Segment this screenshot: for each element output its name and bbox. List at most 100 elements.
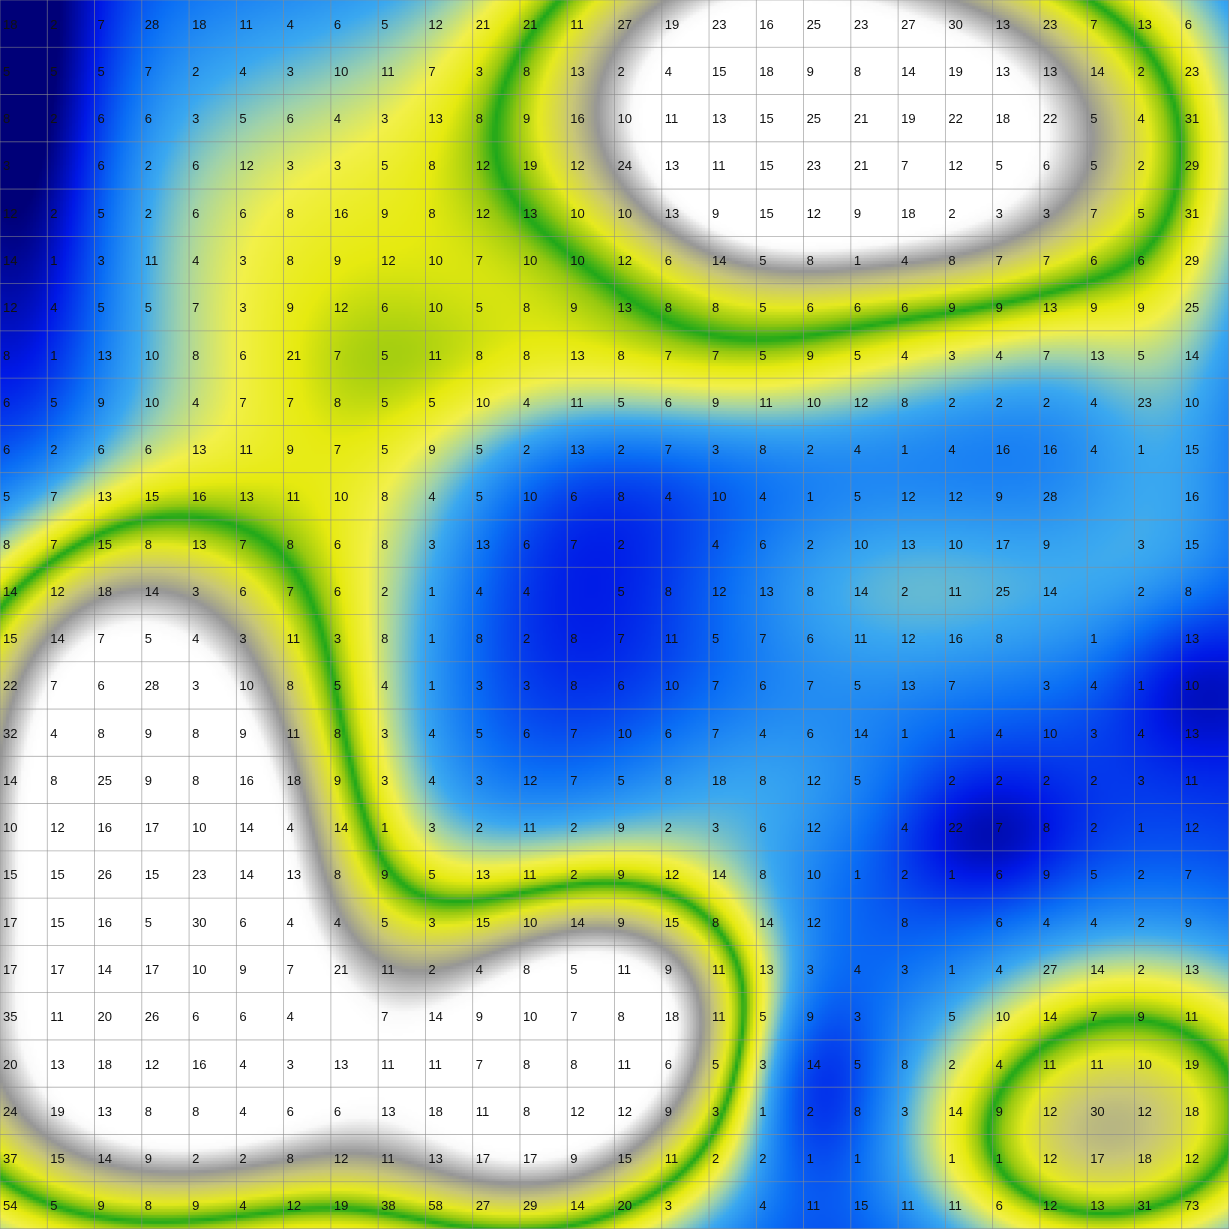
cell-value: 3 — [428, 536, 436, 552]
cell-value: 11 — [381, 63, 395, 79]
cell-value: 16 — [97, 820, 112, 836]
cell-value: 18 — [192, 16, 207, 32]
cell-value: 4 — [664, 63, 672, 79]
cell-value: 11 — [1184, 772, 1199, 788]
cell-value: 11 — [428, 347, 442, 363]
cell-value: 18 — [3, 16, 18, 32]
cell-value: 17 — [144, 962, 160, 978]
cell-value: 23 — [1184, 63, 1200, 79]
cell-value: 4 — [239, 1103, 247, 1119]
cell-value: 16 — [948, 631, 963, 647]
cell-value: 30 — [1090, 1103, 1105, 1119]
cell-value: 13 — [1090, 347, 1105, 363]
cell-value: 14 — [570, 1198, 585, 1214]
cell-value: 11 — [475, 1103, 490, 1119]
cell-value: 23 — [192, 867, 207, 883]
cell-value: 4 — [522, 583, 531, 599]
cell-value: 5 — [475, 489, 483, 505]
cell-value: 9 — [286, 300, 294, 316]
cell-value: 17 — [3, 914, 18, 930]
cell-value: 3 — [853, 1009, 862, 1025]
cell-value: 4 — [1090, 394, 1098, 410]
cell-value: 23 — [806, 158, 822, 174]
cell-value: 4 — [50, 300, 58, 316]
cell-value: 8 — [428, 205, 436, 221]
cell-value: 6 — [853, 300, 862, 316]
cell-value: 3 — [381, 725, 389, 741]
cell-value: 5 — [239, 111, 247, 127]
cell-value: 8 — [806, 583, 814, 599]
cell-value: 18 — [97, 1056, 112, 1072]
cell-value: 8 — [286, 1151, 294, 1167]
cell-value: 8 — [617, 347, 625, 363]
cell-value: 11 — [948, 583, 962, 599]
cell-value: 21 — [286, 347, 302, 363]
cell-value: 2 — [1137, 583, 1145, 599]
cell-value: 23 — [853, 16, 869, 32]
cell-value: 10 — [3, 820, 18, 836]
cell-value: 13 — [995, 16, 1011, 32]
cell-value: 8 — [712, 300, 720, 316]
cell-value: 6 — [617, 678, 625, 694]
cell-value: 10 — [1184, 678, 1200, 694]
cell-value: 16 — [239, 772, 254, 788]
cell-value: 6 — [1090, 252, 1098, 268]
cell-value: 12 — [381, 252, 396, 268]
cell-value: 16 — [759, 16, 774, 32]
cell-value: 8 — [3, 111, 11, 127]
cell-value: 12 — [617, 252, 632, 268]
cell-value: 18 — [428, 1103, 443, 1119]
cell-value: 4 — [428, 489, 436, 505]
cell-value: 18 — [1137, 1151, 1152, 1167]
cell-value: 10 — [192, 820, 207, 836]
cell-value: 7 — [806, 678, 814, 694]
cell-value: 15 — [1184, 536, 1200, 552]
cell-value: 2 — [948, 394, 956, 410]
cell-value: 19 — [1184, 1056, 1200, 1072]
cell-value: 11 — [144, 252, 159, 268]
cell-value: 11 — [570, 16, 584, 32]
cell-value: 19 — [948, 63, 963, 79]
cell-value: 4 — [995, 962, 1003, 978]
cell-value: 2 — [428, 962, 436, 978]
cell-value: 5 — [381, 394, 389, 410]
cell-value: 18 — [664, 1009, 680, 1025]
cell-value: 54 — [3, 1198, 18, 1214]
cell-value: 16 — [97, 914, 112, 930]
cell-value: 2 — [239, 1151, 247, 1167]
cell-value: 7 — [286, 962, 294, 978]
cell-value: 27 — [901, 16, 916, 32]
cell-value: 5 — [759, 300, 767, 316]
cell-value: 8 — [1184, 583, 1192, 599]
cell-value: 12 — [617, 1103, 632, 1119]
cell-value: 4 — [759, 1198, 767, 1214]
cell-value: 12 — [286, 1198, 302, 1214]
cell-value: 29 — [1184, 252, 1200, 268]
cell-value: 11 — [381, 1151, 395, 1167]
cell-value: 9 — [712, 205, 720, 221]
cell-value: 6 — [522, 536, 531, 552]
cell-value: 8 — [3, 536, 11, 552]
cell-value: 11 — [50, 1009, 64, 1025]
cell-value: 6 — [664, 252, 672, 268]
cell-value: 8 — [570, 631, 578, 647]
cell-value: 3 — [428, 820, 436, 836]
cell-value: 6 — [333, 1103, 342, 1119]
cell-value: 4 — [995, 725, 1003, 741]
cell-value: 13 — [664, 158, 680, 174]
cell-value: 17 — [1090, 1151, 1105, 1167]
cell-value: 25 — [806, 16, 822, 32]
cell-value: 10 — [522, 1009, 538, 1025]
cell-value: 5 — [381, 347, 389, 363]
cell-value: 8 — [333, 725, 342, 741]
cell-value: 15 — [144, 867, 160, 883]
cell-value: 10 — [428, 300, 443, 316]
cell-value: 12 — [239, 158, 254, 174]
cell-value: 4 — [333, 111, 342, 127]
cell-value: 26 — [144, 1009, 160, 1025]
cell-value: 4 — [428, 725, 436, 741]
cell-value: 5 — [759, 347, 767, 363]
cell-value: 2 — [50, 16, 58, 32]
cell-value: 8 — [381, 631, 389, 647]
cell-value: 4 — [475, 962, 483, 978]
